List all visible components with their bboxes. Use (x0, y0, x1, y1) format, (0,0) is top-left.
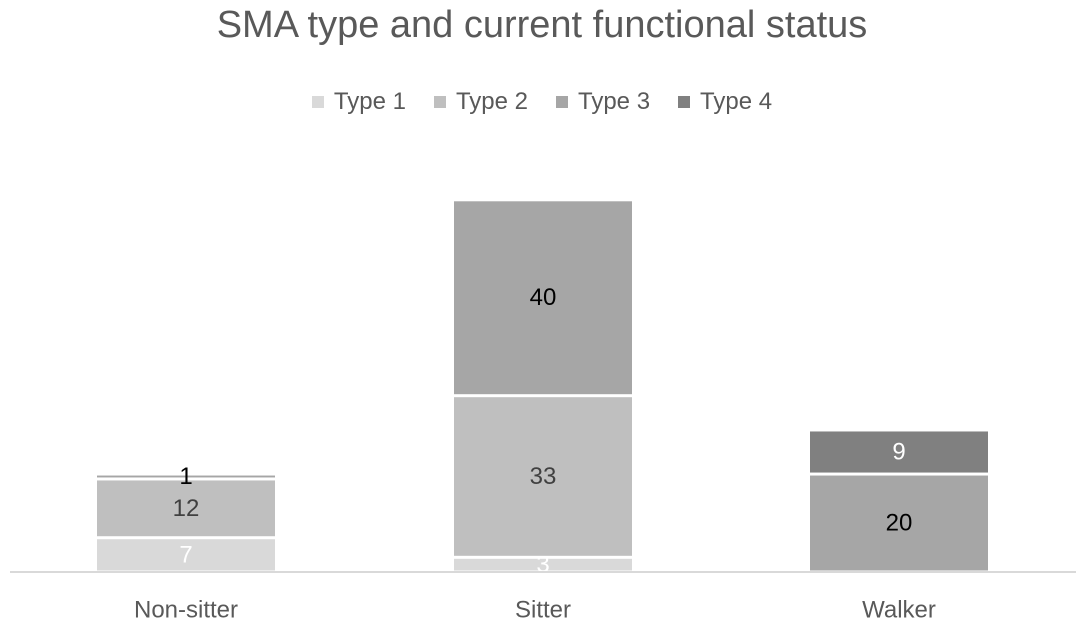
legend-item: Type 1 (311, 88, 406, 116)
chart-title: SMA type and current functional status (216, 4, 868, 46)
legend: Type 1 Type 2 Type 3 Type 4 (0, 88, 1084, 116)
bar-segment (97, 480, 275, 537)
legend-swatch (433, 96, 446, 108)
bar-segment (810, 475, 988, 571)
bar-segment (97, 475, 275, 478)
data-label: 1 (179, 463, 192, 490)
x-tick-label: Non-sitter (134, 597, 238, 624)
x-tick-label: Walker (862, 597, 936, 624)
legend-item: Type 2 (433, 88, 528, 116)
bar-segment (97, 539, 275, 571)
legend-swatch (311, 96, 324, 108)
bar-segment (454, 397, 632, 556)
legend-label: Type 1 (333, 88, 406, 115)
bar-segment (454, 201, 632, 395)
data-label: 33 (530, 463, 557, 490)
data-label: 7 (179, 541, 192, 568)
legend-swatch (556, 96, 568, 108)
x-tick-label: Sitter (515, 597, 571, 624)
legend-label: Type 4 (700, 88, 773, 115)
legend-swatch (678, 96, 691, 108)
bar-segment (810, 431, 988, 473)
data-label: 9 (892, 439, 905, 466)
data-label: 40 (530, 284, 557, 311)
x-tick-labels: Non-sitter Sitter Walker (134, 597, 936, 624)
legend-item: Type 4 (678, 88, 772, 116)
legend-label: Type 2 (455, 88, 528, 115)
data-label: 20 (886, 510, 913, 537)
bar-segment (454, 558, 632, 571)
legend-label: Type 3 (578, 88, 651, 115)
legend-item: Type 3 (556, 88, 650, 116)
data-label: 12 (173, 495, 200, 522)
